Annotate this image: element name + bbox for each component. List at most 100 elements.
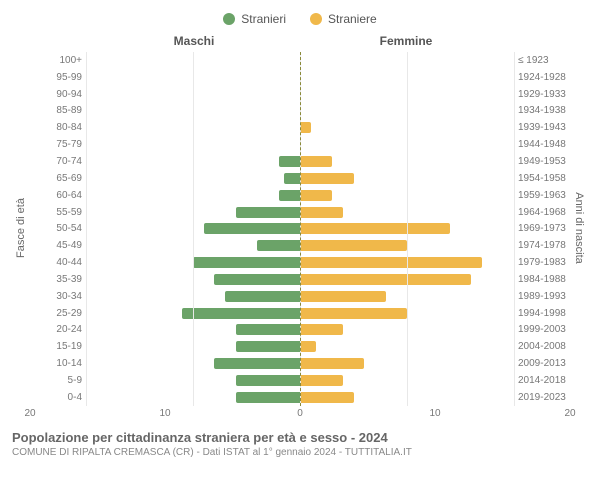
bar-female (300, 223, 450, 234)
age-label: 0-4 (30, 392, 86, 403)
birth-label: 1959-1963 (514, 190, 570, 201)
birth-label: 1949-1953 (514, 156, 570, 167)
age-label: 60-64 (30, 190, 86, 201)
birth-labels: ≤ 1923 1924-1928 1929-1933 1934-1938 1939-19… (514, 52, 570, 406)
age-label: 65-69 (30, 173, 86, 184)
age-label: 70-74 (30, 156, 86, 167)
legend-swatch-female (310, 13, 322, 25)
bar-male (279, 156, 300, 167)
age-labels: 100+ 95-99 90-94 85-89 80-84 75-79 70-74 65-69 6… (30, 52, 86, 406)
x-tick: 10 (429, 408, 440, 419)
bar-female (300, 324, 343, 335)
bar-male (225, 291, 300, 302)
side-title-right: Femmine (300, 34, 512, 48)
bar-female (300, 375, 343, 386)
chart-title: Popolazione per cittadinanza straniera p… (12, 430, 588, 445)
chart: Fasce di età Maschi Femmine 100+ 95-99 90-… (12, 34, 588, 422)
bar-male (236, 207, 300, 218)
age-label: 90-94 (30, 89, 86, 100)
bar-female (300, 341, 316, 352)
bar-female (300, 257, 482, 268)
birth-label: 1939-1943 (514, 122, 570, 133)
bar-male (193, 257, 300, 268)
ylabel-left: Fasce di età (12, 34, 30, 422)
age-label: 85-89 (30, 105, 86, 116)
age-label: 100+ (30, 55, 86, 66)
age-label: 10-14 (30, 358, 86, 369)
bar-female (300, 173, 354, 184)
bar-male (214, 358, 300, 369)
x-tick: 10 (159, 408, 170, 419)
birth-label: 1999-2003 (514, 324, 570, 335)
birth-label: 1994-1998 (514, 308, 570, 319)
bar-female (300, 190, 332, 201)
bar-male (236, 392, 300, 403)
age-label: 95-99 (30, 72, 86, 83)
side-titles: Maschi Femmine (30, 34, 570, 52)
birth-label: 1969-1973 (514, 223, 570, 234)
birth-label: 2009-2013 (514, 358, 570, 369)
age-label: 75-79 (30, 139, 86, 150)
bar-female (300, 122, 311, 133)
birth-label: 2014-2018 (514, 375, 570, 386)
x-tick: 20 (24, 408, 35, 419)
plot-area: 100+ 95-99 90-94 85-89 80-84 75-79 70-74 65-69 6… (30, 52, 570, 406)
legend-swatch-male (223, 13, 235, 25)
age-label: 5-9 (30, 375, 86, 386)
bar-male (182, 308, 300, 319)
bar-male (214, 274, 300, 285)
birth-label: 1944-1948 (514, 139, 570, 150)
birth-label: ≤ 1923 (514, 55, 570, 66)
bar-male (236, 324, 300, 335)
legend-item-female: Straniere (310, 12, 377, 26)
bar-male (204, 223, 300, 234)
birth-label: 1974-1978 (514, 240, 570, 251)
bar-male (257, 240, 300, 251)
bar-female (300, 392, 354, 403)
birth-label: 1979-1983 (514, 257, 570, 268)
bar-male (236, 341, 300, 352)
age-label: 55-59 (30, 207, 86, 218)
bar-female (300, 358, 364, 369)
footer: Popolazione per cittadinanza straniera p… (12, 430, 588, 458)
bar-male (236, 375, 300, 386)
age-label: 25-29 (30, 308, 86, 319)
bar-female (300, 207, 343, 218)
side-title-left: Maschi (88, 34, 300, 48)
chart-subtitle: COMUNE DI RIPALTA CREMASCA (CR) - Dati I… (12, 447, 588, 458)
bar-female (300, 308, 407, 319)
legend-label-female: Straniere (328, 12, 377, 26)
center-line (300, 52, 301, 406)
birth-label: 1989-1993 (514, 291, 570, 302)
birth-label: 1924-1928 (514, 72, 570, 83)
legend: Stranieri Straniere (12, 12, 588, 26)
age-label: 15-19 (30, 341, 86, 352)
birth-label: 1954-1958 (514, 173, 570, 184)
bar-female (300, 240, 407, 251)
birth-label: 1984-1988 (514, 274, 570, 285)
x-tick: 20 (564, 408, 575, 419)
bar-female (300, 274, 471, 285)
x-tick: 0 (297, 408, 303, 419)
birth-label: 1964-1968 (514, 207, 570, 218)
x-axis: 201001020 (30, 406, 570, 422)
age-label: 40-44 (30, 257, 86, 268)
age-label: 50-54 (30, 223, 86, 234)
bar-male (284, 173, 300, 184)
bar-female (300, 291, 386, 302)
birth-label: 1934-1938 (514, 105, 570, 116)
age-label: 20-24 (30, 324, 86, 335)
age-label: 35-39 (30, 274, 86, 285)
age-label: 30-34 (30, 291, 86, 302)
bar-female (300, 156, 332, 167)
legend-label-male: Stranieri (241, 12, 286, 26)
birth-label: 1929-1933 (514, 89, 570, 100)
birth-label: 2019-2023 (514, 392, 570, 403)
legend-item-male: Stranieri (223, 12, 286, 26)
ylabel-right: Anni di nascita (570, 34, 588, 422)
age-label: 80-84 (30, 122, 86, 133)
birth-label: 2004-2008 (514, 341, 570, 352)
age-label: 45-49 (30, 240, 86, 251)
bar-male (279, 190, 300, 201)
bars-area (86, 52, 514, 406)
